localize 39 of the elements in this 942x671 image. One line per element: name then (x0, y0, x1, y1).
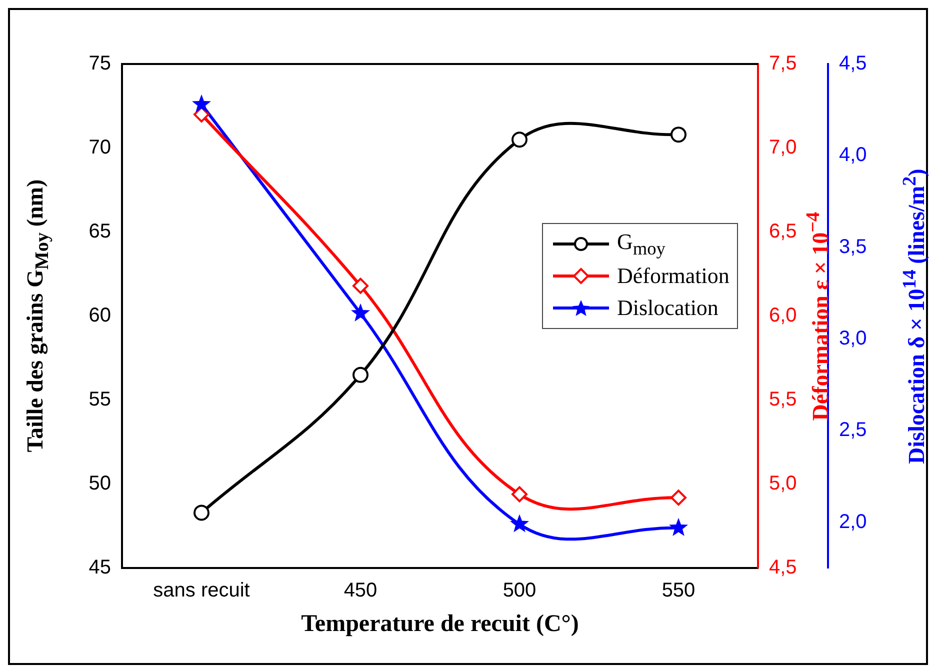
y-tick-label: 75 (88, 52, 111, 75)
y-tick-label: 45 (88, 556, 111, 579)
y3-tick-label: 4,5 (839, 52, 867, 75)
point (670, 490, 686, 506)
y2-tick-label: 7,0 (769, 136, 797, 159)
x-tick-label: 550 (662, 580, 696, 602)
y2-tick-label: 6,5 (769, 220, 797, 243)
x-tick-label: 500 (502, 580, 536, 602)
y3-tick-label: 4,0 (839, 144, 867, 166)
x-tick-label: 450 (344, 580, 378, 602)
y2-tick-label: 5,0 (769, 472, 797, 495)
point (512, 486, 528, 502)
point (350, 303, 370, 322)
y3-tick-label: 3,5 (839, 236, 867, 258)
point (192, 94, 212, 112)
legend-label: Déformation (617, 263, 730, 290)
y-tick-label: 55 (88, 388, 111, 411)
point (668, 518, 688, 536)
y3-tick-label: 2,5 (839, 419, 867, 442)
point (670, 126, 686, 143)
legend-label: G$_{moy}$ (617, 228, 666, 260)
point (510, 514, 530, 532)
y2-tick-label: 4,5 (769, 556, 797, 579)
y2-tick-label: 5,5 (769, 388, 797, 411)
y2-tick-label: 6,0 (769, 304, 797, 327)
x-tick-label: sans recuit (153, 580, 250, 602)
point (352, 366, 368, 383)
point (512, 132, 528, 148)
point (352, 278, 368, 294)
y3-tick-label: 3,0 (839, 328, 867, 350)
y3-tick-label: 2,0 (839, 510, 867, 533)
y-tick-label: 65 (88, 220, 111, 243)
y-tick-label: 70 (88, 136, 111, 159)
x-axis-title: Temperature de recuit (C°) (301, 610, 579, 637)
y-tick-label: 50 (88, 472, 111, 495)
legend-label: Dislocation (617, 295, 718, 322)
y2-tick-label: 7,5 (769, 52, 797, 75)
point (194, 504, 210, 521)
y-tick-label: 60 (88, 304, 111, 327)
